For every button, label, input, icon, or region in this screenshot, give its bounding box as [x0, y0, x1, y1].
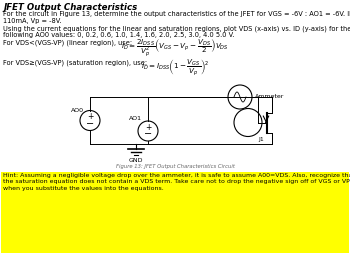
Text: −: −: [86, 119, 94, 129]
Text: AO1: AO1: [128, 117, 141, 121]
Text: Ammeter: Ammeter: [255, 94, 284, 100]
Text: +: +: [145, 122, 151, 132]
Text: JFET Output Characteristics: JFET Output Characteristics: [3, 3, 137, 12]
Text: J1: J1: [258, 136, 264, 141]
Text: −: −: [144, 130, 152, 139]
Text: the saturation equation does not contain a VDS term. Take care not to drop the n: the saturation equation does not contain…: [3, 179, 350, 184]
FancyBboxPatch shape: [1, 172, 349, 253]
Text: Using the current equations for the linear and saturation regions, plot VDS (x-a: Using the current equations for the line…: [3, 25, 350, 32]
Text: AO0: AO0: [70, 108, 84, 113]
Text: Hint: Assuming a negligible voltage drop over the ammeter, it is safe to assume : Hint: Assuming a negligible voltage drop…: [3, 173, 350, 178]
Text: +: +: [87, 112, 93, 121]
Text: For VDS≥(VGS-VP) (saturation region), use:: For VDS≥(VGS-VP) (saturation region), us…: [3, 59, 147, 66]
Text: $I_D = I_{DSS}\left(1 - \dfrac{V_{GS}}{V_p}\right)^2$: $I_D = I_{DSS}\left(1 - \dfrac{V_{GS}}{V…: [141, 58, 209, 78]
Text: Figure 13: JFET Output Characteristics Circuit: Figure 13: JFET Output Characteristics C…: [116, 164, 234, 169]
Text: For VDS<(VGS-VP) (linear region), use:: For VDS<(VGS-VP) (linear region), use:: [3, 40, 132, 46]
Text: following AO0 values: 0, 0.2, 0.6, 1.0, 1.4, 1.6, 2.0, 2.5, 3.0, 4.0 5.0 V.: following AO0 values: 0, 0.2, 0.6, 1.0, …: [3, 32, 235, 38]
Text: 110mA, Vp = -8V.: 110mA, Vp = -8V.: [3, 18, 62, 24]
Text: when you substitute the values into the equations.: when you substitute the values into the …: [3, 186, 164, 191]
Text: $I_D = \dfrac{2I_{DSS}}{V_p^2}\left(V_{GS} - V_p - \dfrac{V_{DS}}{2}\right)V_{DS: $I_D = \dfrac{2I_{DSS}}{V_p^2}\left(V_{G…: [121, 38, 229, 60]
Text: GND: GND: [128, 158, 143, 163]
Text: For the circuit in Figure 13, determine the output characteristics of the JFET f: For the circuit in Figure 13, determine …: [3, 11, 350, 17]
